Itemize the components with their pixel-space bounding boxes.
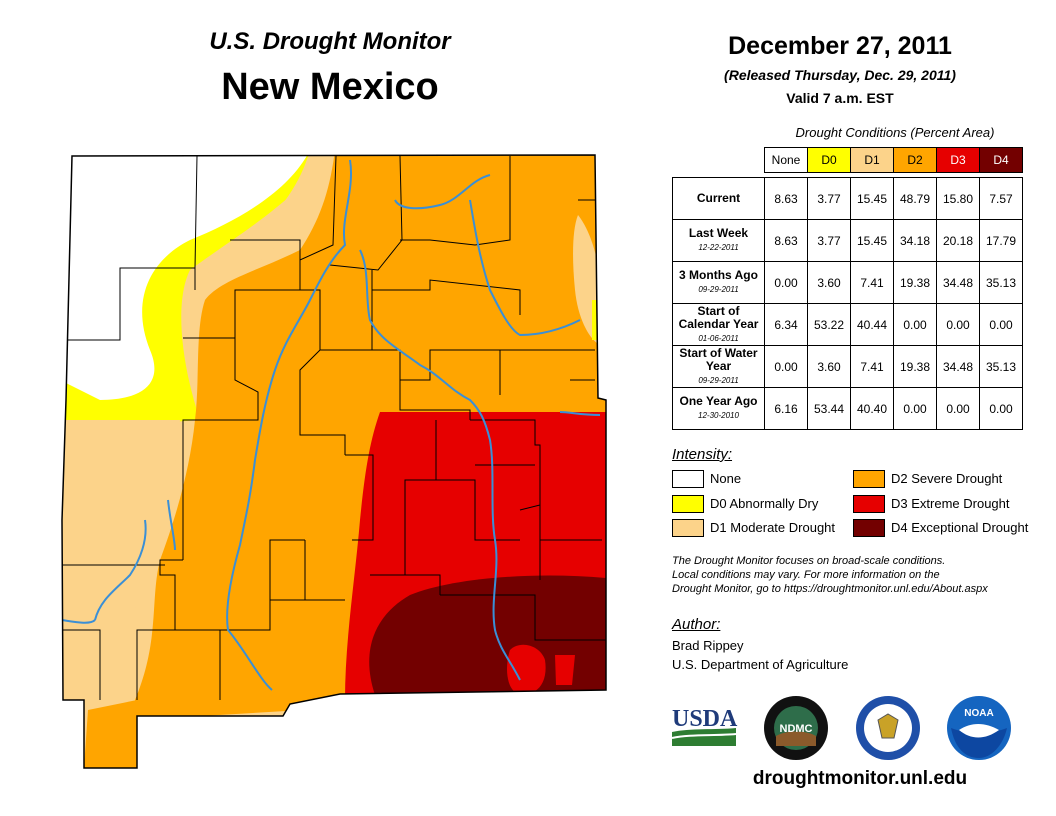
table-row: Current 8.63 3.77 15.45 48.79 15.80 7.57 [672, 177, 1023, 220]
table-row: One Year Ago 12-30-2010 6.16 53.44 40.40 … [672, 387, 1023, 430]
svg-text:NOAA: NOAA [964, 708, 993, 719]
none-region [62, 155, 310, 400]
state-outline [61, 154, 607, 769]
author-organization: U.S. Department of Agriculture [672, 657, 849, 672]
disclaimer-note: The Drought Monitor focuses on broad-sca… [672, 555, 988, 595]
col-header-d2: D2 [893, 147, 937, 173]
table-row: Start of Water Year 09-29-2011 0.00 3.60 … [672, 345, 1023, 388]
table-row: 3 Months Ago 09-29-2011 0.00 3.60 7.41 19… [672, 261, 1023, 304]
table-caption: Drought Conditions (Percent Area) [795, 125, 995, 140]
author-title: Author: [672, 616, 721, 633]
legend-swatch [853, 470, 885, 488]
release-date: (Released Thursday, Dec. 29, 2011) [724, 67, 956, 83]
date-title: December 27, 2011 [728, 32, 952, 60]
canadian-river [469, 199, 581, 337]
drought-conditions-table: None D0 D1 D2 D3 D4 Current 8.63 3.77 15… [672, 147, 1023, 430]
commerce-seal-logo [856, 696, 920, 760]
ndmc-logo: NDMC [764, 696, 828, 760]
county-lines [62, 155, 606, 700]
col-header-d3: D3 [936, 147, 980, 173]
svg-text:NDMC: NDMC [780, 723, 813, 735]
legend-swatch [672, 470, 704, 488]
drought-map [61, 154, 607, 769]
col-header-none: None [764, 147, 808, 173]
legend-swatch [853, 495, 885, 513]
valid-time: Valid 7 a.m. EST [786, 90, 894, 106]
map-title-line1: U.S. Drought Monitor [209, 28, 451, 55]
col-header-d1: D1 [850, 147, 894, 173]
svg-text:USDA: USDA [672, 706, 738, 732]
rivers [62, 159, 601, 691]
gila-river [94, 519, 147, 621]
col-header-d0: D0 [807, 147, 851, 173]
usda-logo: USDA [671, 706, 738, 746]
noaa-logo: NOAA [947, 696, 1011, 760]
legend-swatch [853, 519, 885, 537]
pecos-river [359, 249, 521, 681]
rio-grande [226, 159, 352, 691]
website-url[interactable]: droughtmonitor.unl.edu [752, 768, 968, 789]
author-name: Brad Rippey [672, 638, 744, 653]
legend-swatch [672, 519, 704, 537]
table-row: Last Week 12-22-2011 8.63 3.77 15.45 34.1… [672, 219, 1023, 262]
legend-swatch [672, 495, 704, 513]
col-header-d4: D4 [979, 147, 1023, 173]
legend-title: Intensity: [672, 446, 733, 463]
table-row: Start of Calendar Year 01-06-2011 6.34 53… [672, 303, 1023, 346]
map-title-state: New Mexico [221, 66, 439, 108]
